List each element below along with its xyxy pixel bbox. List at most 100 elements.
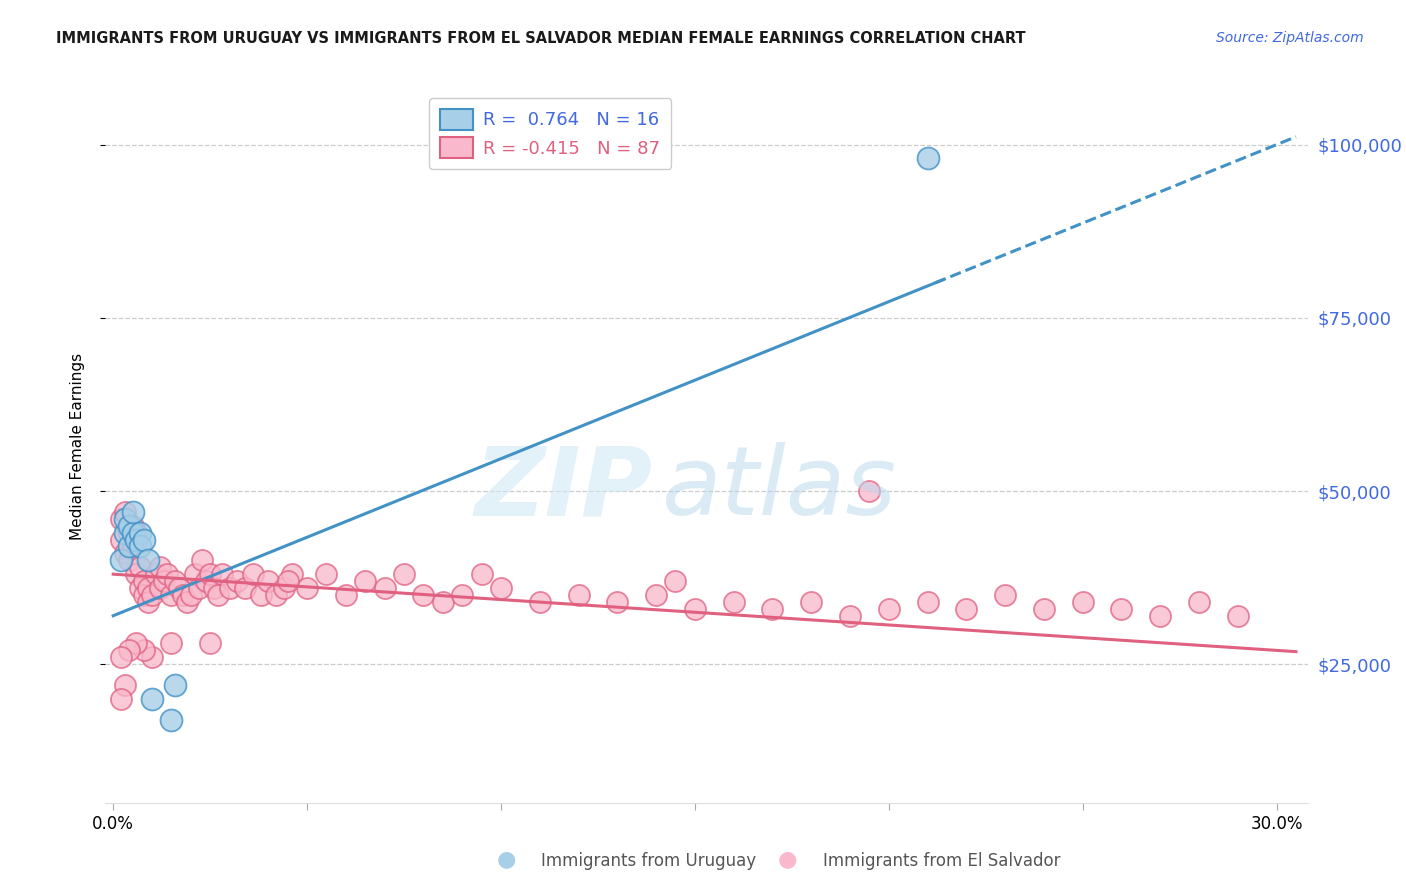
Point: [118, 540, 141, 554]
Point: [114, 525, 136, 540]
Point: [160, 636, 183, 650]
Point: [110, 553, 132, 567]
Point: [114, 678, 136, 692]
Point: [110, 533, 132, 547]
Point: [1226, 608, 1249, 623]
Point: [858, 483, 880, 498]
Point: [994, 588, 1017, 602]
Point: [233, 581, 256, 595]
Point: [277, 574, 299, 588]
Point: [167, 581, 190, 595]
Point: [160, 588, 183, 602]
Point: [917, 595, 939, 609]
Y-axis label: Median Female Earnings: Median Female Earnings: [70, 352, 84, 540]
Point: [129, 525, 152, 540]
Point: [877, 602, 900, 616]
Point: [129, 581, 152, 595]
Text: ●: ●: [778, 850, 797, 870]
Point: [149, 581, 172, 595]
Point: [242, 567, 264, 582]
Point: [226, 574, 249, 588]
Point: [125, 525, 148, 540]
Point: [134, 643, 156, 657]
Point: [374, 581, 396, 595]
Point: [118, 525, 141, 540]
Point: [176, 595, 198, 609]
Point: [121, 505, 143, 519]
Point: [141, 650, 163, 665]
Point: [121, 525, 143, 540]
Point: [683, 602, 706, 616]
Point: [1149, 608, 1171, 623]
Text: Immigrants from El Salvador: Immigrants from El Salvador: [823, 852, 1060, 870]
Point: [156, 567, 179, 582]
Point: [110, 650, 132, 665]
Point: [141, 588, 163, 602]
Point: [1188, 595, 1211, 609]
Point: [165, 678, 187, 692]
Point: [264, 588, 287, 602]
Text: Source: ZipAtlas.com: Source: ZipAtlas.com: [1216, 31, 1364, 45]
Point: [451, 588, 474, 602]
Point: [471, 567, 494, 582]
Point: [664, 574, 686, 588]
Point: [110, 512, 132, 526]
Point: [125, 567, 148, 582]
Point: [218, 581, 240, 595]
Point: [125, 533, 148, 547]
Point: [723, 595, 745, 609]
Point: [136, 595, 159, 609]
Point: [392, 567, 415, 582]
Point: [1111, 602, 1133, 616]
Point: [955, 602, 977, 616]
Point: [761, 602, 783, 616]
Point: [191, 553, 214, 567]
Text: atlas: atlas: [661, 442, 896, 535]
Point: [198, 636, 221, 650]
Point: [141, 691, 163, 706]
Point: [335, 588, 357, 602]
Text: ZIP: ZIP: [475, 442, 652, 535]
Point: [529, 595, 551, 609]
Point: [412, 588, 434, 602]
Point: [114, 546, 136, 560]
Point: [202, 581, 225, 595]
Point: [121, 518, 143, 533]
Point: [114, 505, 136, 519]
Point: [114, 512, 136, 526]
Point: [121, 540, 143, 554]
Point: [1032, 602, 1054, 616]
Point: [118, 518, 141, 533]
Point: [195, 574, 218, 588]
Point: [207, 588, 229, 602]
Point: [110, 691, 132, 706]
Point: [129, 560, 152, 574]
Point: [136, 553, 159, 567]
Point: [315, 567, 337, 582]
Point: [800, 595, 823, 609]
Point: [160, 713, 183, 727]
Point: [145, 567, 167, 582]
Text: IMMIGRANTS FROM URUGUAY VS IMMIGRANTS FROM EL SALVADOR MEDIAN FEMALE EARNINGS CO: IMMIGRANTS FROM URUGUAY VS IMMIGRANTS FR…: [56, 31, 1026, 46]
Point: [489, 581, 512, 595]
Point: [280, 567, 302, 582]
Point: [211, 567, 233, 582]
Point: [134, 533, 156, 547]
Point: [249, 588, 271, 602]
Text: ●: ●: [496, 850, 516, 870]
Point: [180, 588, 202, 602]
Point: [645, 588, 668, 602]
Point: [198, 567, 221, 582]
Point: [273, 581, 295, 595]
Point: [839, 608, 862, 623]
Point: [354, 574, 377, 588]
Point: [134, 588, 156, 602]
Point: [606, 595, 628, 609]
Point: [152, 574, 174, 588]
Point: [149, 560, 172, 574]
Legend: R =  0.764   N = 16, R = -0.415   N = 87: R = 0.764 N = 16, R = -0.415 N = 87: [429, 98, 671, 169]
Point: [172, 588, 194, 602]
Point: [567, 588, 589, 602]
Point: [125, 636, 148, 650]
Point: [257, 574, 280, 588]
